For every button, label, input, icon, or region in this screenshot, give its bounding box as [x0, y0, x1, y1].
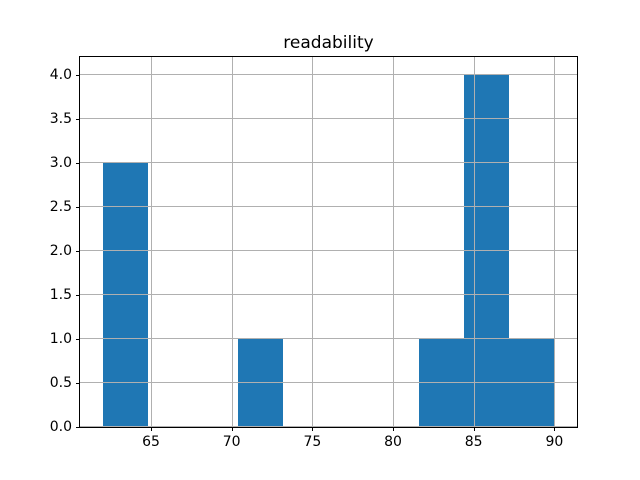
y-tick-mark — [76, 383, 80, 384]
x-tick-mark — [231, 427, 233, 431]
gridline-y — [80, 73, 577, 75]
y-tick-mark — [76, 338, 80, 340]
x-tick-mark — [393, 427, 394, 431]
y-tick-mark — [76, 74, 80, 76]
y-tick-label: 0.5 — [49, 375, 72, 391]
y-tick-mark — [76, 427, 80, 428]
gridline-y — [80, 117, 577, 119]
x-tick-mark — [151, 427, 152, 431]
x-tick-mark — [473, 427, 475, 431]
gridline-y — [80, 337, 577, 339]
gridline-y — [80, 293, 577, 295]
y-tick-label: 1.5 — [49, 286, 72, 303]
gridline-x — [231, 57, 233, 427]
plot-area — [79, 56, 578, 428]
y-tick-label: 0.0 — [49, 419, 72, 435]
x-tick-label: 65 — [142, 434, 160, 450]
y-tick-label: 2.5 — [49, 198, 72, 215]
gridline-x — [473, 57, 475, 427]
y-tick-label: 1.0 — [49, 330, 72, 347]
chart-title: readability — [283, 33, 374, 53]
grid-layer — [80, 57, 577, 427]
gridline-x — [554, 57, 556, 427]
gridline-y — [80, 249, 577, 251]
x-tick-label: 85 — [464, 434, 483, 450]
y-tick-mark — [76, 162, 80, 164]
y-tick-label: 2.0 — [49, 242, 72, 259]
gridline-x — [312, 57, 314, 427]
x-tick-label: 80 — [384, 434, 402, 450]
x-tick-label: 90 — [545, 434, 564, 450]
y-tick-label: 3.5 — [49, 110, 72, 127]
gridline-y — [80, 205, 577, 207]
y-tick-mark — [76, 118, 80, 120]
gridline-y — [80, 161, 577, 163]
y-tick-mark — [76, 294, 80, 296]
y-tick-mark — [76, 250, 80, 252]
x-tick-mark — [312, 427, 314, 431]
gridline-y — [80, 426, 577, 427]
x-tick-mark — [554, 427, 556, 431]
gridline-y — [80, 382, 577, 383]
y-tick-label: 3.0 — [49, 154, 72, 171]
gridline-x — [393, 57, 394, 427]
y-tick-label: 4.0 — [49, 66, 72, 83]
x-tick-label: 75 — [303, 434, 322, 450]
gridline-x — [151, 57, 152, 427]
y-tick-mark — [76, 206, 80, 208]
x-tick-label: 70 — [222, 434, 241, 450]
